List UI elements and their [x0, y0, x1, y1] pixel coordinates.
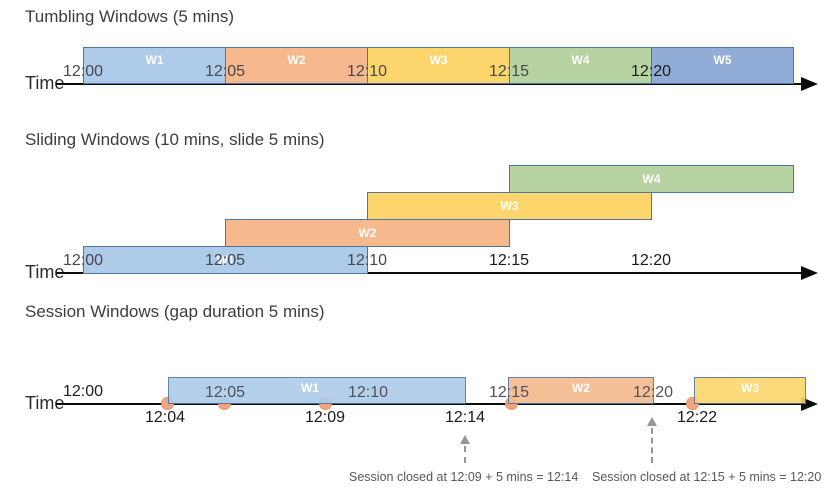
session-tick-12-10: 12:10	[347, 384, 389, 401]
sliding-tick-12-00: 12:00	[62, 252, 104, 269]
session-tick-12-05: 12:05	[204, 384, 246, 401]
tumbling-tick-12-00: 12:00	[62, 63, 104, 80]
event-label-12-04: 12:04	[144, 409, 186, 426]
session-tick-12-20: 12:20	[632, 384, 674, 401]
session-tick-12-15: 12:15	[488, 384, 530, 401]
sliding-window-label-w4: W4	[642, 172, 661, 186]
tumbling-tick-12-10: 12:10	[346, 63, 388, 80]
session-close-arrow-1	[464, 446, 466, 463]
event-label-12-09: 12:09	[304, 409, 346, 426]
session-window-label-w1: W1	[301, 381, 319, 395]
time-axis-line	[56, 83, 802, 85]
tumbling-window-label-w4: W4	[571, 53, 590, 67]
arrow-up-icon	[647, 417, 657, 426]
sliding-tick-12-10: 12:10	[346, 252, 388, 269]
time-axis-label: Time	[25, 262, 65, 282]
session-close-annotation-2: Session closed at 12:15 + 5 mins = 12:20	[592, 470, 822, 484]
tumbling-window-bar-w4	[509, 47, 652, 84]
sliding-section-title: Sliding Windows (10 mins, slide 5 mins)	[25, 130, 325, 149]
session-window-label-w3: W3	[741, 381, 759, 395]
axis-arrow-icon	[801, 77, 818, 91]
event-label-12-22: 12:22	[676, 409, 718, 426]
sliding-window-label-w3: W3	[500, 199, 519, 213]
tumbling-section-title: Tumbling Windows (5 mins)	[25, 7, 235, 26]
event-label-12-14: 12:14	[444, 409, 486, 426]
session-close-arrow-2	[651, 428, 653, 463]
sliding-window-label-w1: W1	[216, 253, 235, 267]
tumbling-window-bar-w2	[225, 47, 368, 84]
tumbling-window-bar-w1	[83, 47, 226, 84]
time-axis-label: Time	[25, 73, 65, 93]
sliding-window-bar-w1	[83, 246, 368, 274]
time-axis-line	[56, 272, 802, 274]
tumbling-window-bar-w3	[367, 47, 510, 84]
tumbling-window-label-w2: W2	[287, 53, 306, 67]
tumbling-window-label-w1: W1	[145, 53, 164, 67]
tumbling-window-label-w5: W5	[713, 53, 732, 67]
axis-arrow-icon	[801, 266, 818, 280]
sliding-window-bar-w2	[225, 219, 510, 247]
sliding-window-label-w2: W2	[358, 226, 377, 240]
tumbling-window-label-w3: W3	[429, 53, 448, 67]
session-window-bar-w3	[694, 377, 806, 404]
session-close-annotation-1: Session closed at 12:09 + 5 mins = 12:14	[349, 470, 579, 484]
sliding-tick-12-05: 12:05	[204, 252, 246, 269]
sliding-tick-12-15: 12:15	[488, 252, 530, 269]
tumbling-tick-12-20: 12:20	[630, 63, 672, 80]
arrow-up-icon	[460, 435, 470, 444]
tumbling-tick-12-15: 12:15	[488, 63, 530, 80]
tumbling-tick-12-05: 12:05	[204, 63, 246, 80]
session-window-bar-w1	[168, 377, 466, 404]
session-tick-12-00: 12:00	[62, 383, 104, 400]
sliding-tick-12-20: 12:20	[630, 252, 672, 269]
tumbling-window-bar-w5	[651, 47, 794, 84]
time-axis-line	[56, 403, 802, 405]
session-window-bar-w2	[508, 377, 654, 404]
session-section-title: Session Windows (gap duration 5 mins)	[25, 302, 325, 321]
time-axis-label: Time	[25, 393, 65, 413]
session-window-label-w2: W2	[572, 381, 590, 395]
